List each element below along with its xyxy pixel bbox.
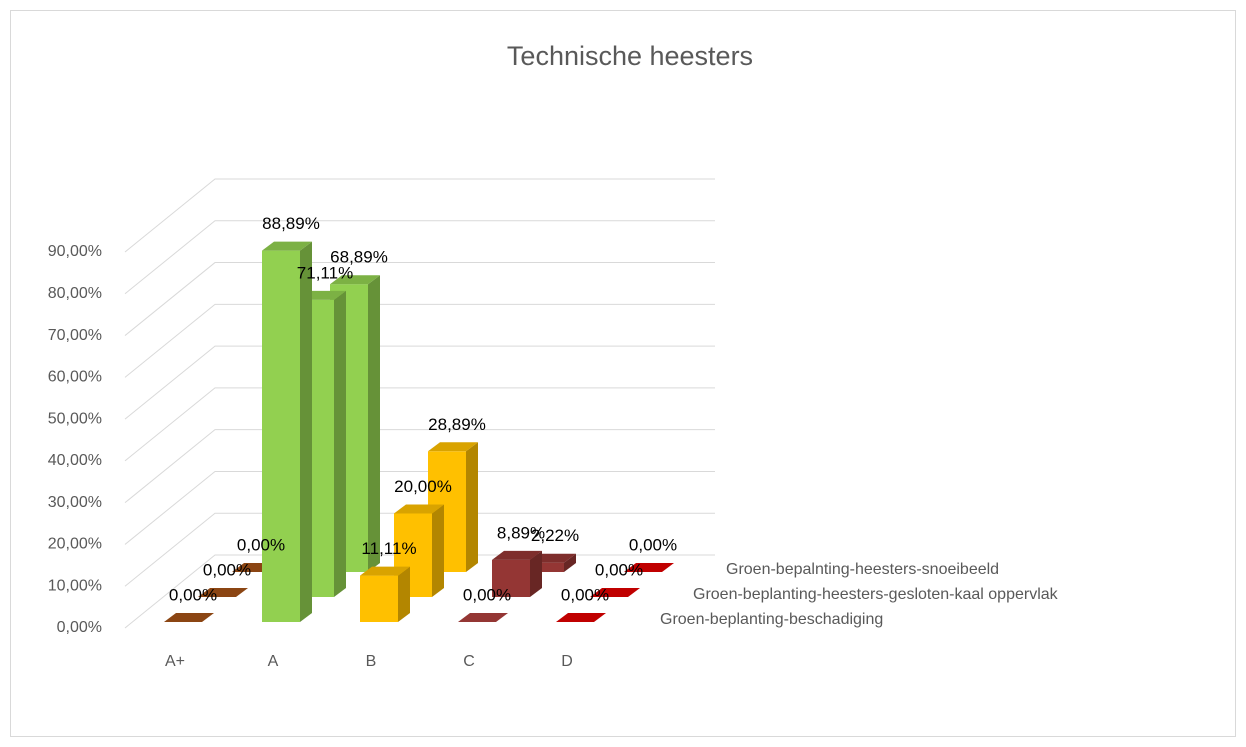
bar-side (564, 553, 576, 572)
bar-top (394, 504, 444, 514)
bar-side (368, 275, 380, 572)
bar (492, 559, 530, 597)
grid-line (124, 387, 715, 462)
data-label: 11,11% (361, 539, 416, 558)
grid-line (124, 220, 715, 295)
data-label: 0,00% (595, 560, 643, 579)
x-tick-label: D (561, 653, 573, 670)
bar-top (262, 241, 312, 251)
bar-top (198, 588, 248, 597)
bar-side (300, 241, 312, 622)
y-tick-label: 90,00% (48, 243, 102, 260)
y-tick-label: 60,00% (48, 369, 102, 386)
series-label: Groen-beplanting-heesters-gesloten-kaal … (693, 586, 1059, 603)
chart-title: Technische heesters (507, 41, 753, 71)
data-label: 0,00% (561, 585, 609, 604)
x-tick-label: C (463, 653, 475, 670)
y-tick-label: 40,00% (48, 452, 102, 469)
data-label: 71,11% (297, 263, 353, 282)
y-tick-label: 80,00% (48, 285, 102, 302)
bar (262, 250, 300, 622)
bar-side (398, 566, 410, 622)
bar-top (492, 550, 542, 560)
bar-top (428, 442, 478, 452)
grid-line (124, 345, 715, 420)
data-label: 68,89% (330, 248, 388, 267)
grid-line (124, 512, 715, 587)
bar-side (432, 504, 444, 597)
data-label: 0,00% (169, 585, 217, 604)
bar-top (330, 275, 380, 285)
x-tick-label: A (268, 653, 279, 670)
y-tick-label: 10,00% (48, 577, 102, 594)
series-label: Groen-beplanting-beschadiging (660, 611, 883, 628)
bar (526, 562, 564, 572)
grid-line (124, 303, 715, 378)
data-label: 28,89% (428, 415, 486, 434)
data-label: 20,00% (394, 477, 452, 496)
bar-side (466, 442, 478, 572)
data-label: 0,00% (237, 535, 285, 554)
grid-line (124, 262, 715, 336)
y-tick-label: 30,00% (48, 494, 102, 511)
bar-top (458, 613, 508, 622)
y-tick-label: 0,00% (57, 619, 102, 636)
bar-top (556, 613, 606, 622)
grid-line (124, 470, 715, 545)
grid-line (124, 178, 715, 253)
data-label: 0,00% (463, 585, 511, 604)
data-label: 0,00% (203, 560, 251, 579)
chart-border (10, 10, 1236, 737)
data-label: 2,22% (531, 526, 579, 545)
data-label: 0,00% (629, 535, 677, 554)
bar-side (530, 550, 542, 597)
bar-top (624, 563, 674, 572)
data-label: 8,89% (497, 523, 545, 542)
y-tick-label: 20,00% (48, 536, 102, 553)
data-label: 88,89% (262, 214, 320, 233)
bar-side (334, 290, 346, 597)
y-tick-label: 70,00% (48, 327, 102, 344)
bar-top (590, 588, 640, 597)
x-tick-label: B (366, 653, 377, 670)
grid-line (124, 429, 715, 504)
x-tick-label: A+ (165, 653, 185, 670)
bar (360, 575, 398, 622)
y-tick-label: 50,00% (48, 410, 102, 427)
bar-top (360, 566, 410, 576)
series-label: Groen-bepalnting-heesters-snoeibeeld (726, 561, 999, 578)
bar-top (164, 613, 214, 622)
